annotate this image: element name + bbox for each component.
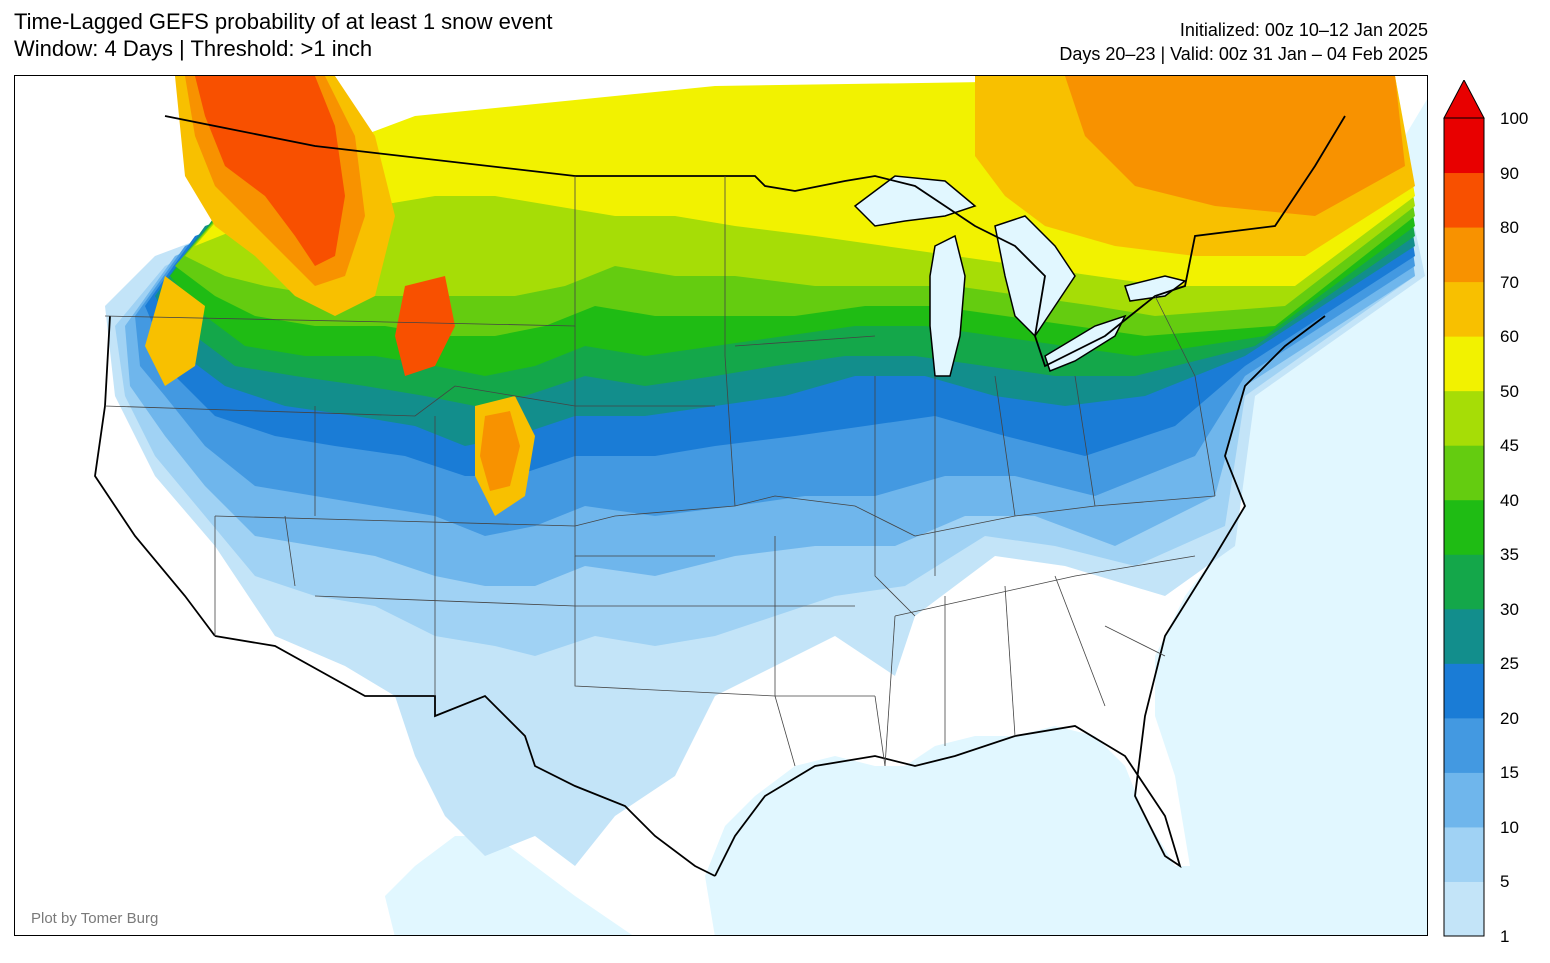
colorbar-tick-label: 1 — [1500, 927, 1510, 946]
colorbar-tick-label: 35 — [1500, 545, 1519, 565]
colorbar-tick-label: 60 — [1500, 327, 1519, 347]
colorbar-bin — [1444, 499, 1484, 555]
colorbar-bin — [1444, 881, 1484, 937]
init-text: Initialized: 00z 10–12 Jan 2025 — [1179, 20, 1428, 40]
map-title: Time-Lagged GEFS probability of at least… — [14, 8, 552, 62]
lake-superior — [853, 175, 977, 227]
colorbar-tick-label: 15 — [1500, 763, 1519, 783]
plot-credit: Plot by Tomer Burg — [31, 910, 159, 927]
colorbar-tick-label: 30 — [1500, 599, 1519, 619]
colorbar-tick-label: 5 — [1500, 872, 1510, 892]
us-canada-border — [164, 115, 1346, 368]
colorbar-bin — [1444, 445, 1484, 501]
colorbar-graphic — [1443, 80, 1485, 937]
colorbar-bin — [1444, 281, 1484, 337]
borders — [94, 115, 1346, 877]
colorbar-tick-label: 50 — [1500, 381, 1519, 401]
valid-text: Days 20–23 | Valid: 00z 31 Jan – 04 Feb … — [1059, 44, 1428, 64]
colorbar — [1442, 80, 1488, 938]
colorbar-bin — [1444, 554, 1484, 610]
us-mexico-border — [214, 635, 716, 877]
colorbar-tick-label: 80 — [1500, 218, 1519, 238]
colorbar-tick-label: 45 — [1500, 436, 1519, 456]
colorbar-bin — [1444, 772, 1484, 828]
title-line-1: Time-Lagged GEFS probability of at least… — [14, 9, 553, 34]
colorbar-bin — [1444, 826, 1484, 882]
map-panel: Plot by Tomer Burg — [14, 75, 1428, 936]
coastline — [94, 315, 1326, 877]
colorbar-extend-arrow — [1443, 80, 1485, 119]
lake-michigan — [929, 234, 966, 377]
colorbar-tick-label: 10 — [1500, 817, 1519, 837]
probability-map — [15, 76, 1427, 935]
colorbar-tick-label: 40 — [1500, 490, 1519, 510]
colorbar-bin — [1444, 336, 1484, 392]
colorbar-tick-label: 70 — [1500, 272, 1519, 292]
colorbar-bin — [1444, 663, 1484, 719]
colorbar-bin — [1444, 172, 1484, 228]
map-subtitle: Initialized: 00z 10–12 Jan 2025 Days 20–… — [1059, 18, 1428, 66]
colorbar-bin — [1444, 227, 1484, 283]
colorbar-bin — [1444, 118, 1484, 174]
colorbar-tick-label: 90 — [1500, 163, 1519, 183]
mexico-land — [215, 636, 395, 935]
colorbar-bin — [1444, 390, 1484, 446]
colorbar-tick-label: 20 — [1500, 708, 1519, 728]
colorbar-tick-label: 100 — [1500, 109, 1529, 128]
lake-erie — [1044, 314, 1127, 372]
colorbar-bin — [1444, 717, 1484, 773]
colorbar-bin — [1444, 608, 1484, 664]
probability-contours — [105, 76, 1425, 866]
colorbar-border — [1443, 117, 1485, 937]
colorbar-tick-label: 25 — [1500, 654, 1519, 674]
title-line-2: Window: 4 Days | Threshold: >1 inch — [14, 36, 373, 61]
